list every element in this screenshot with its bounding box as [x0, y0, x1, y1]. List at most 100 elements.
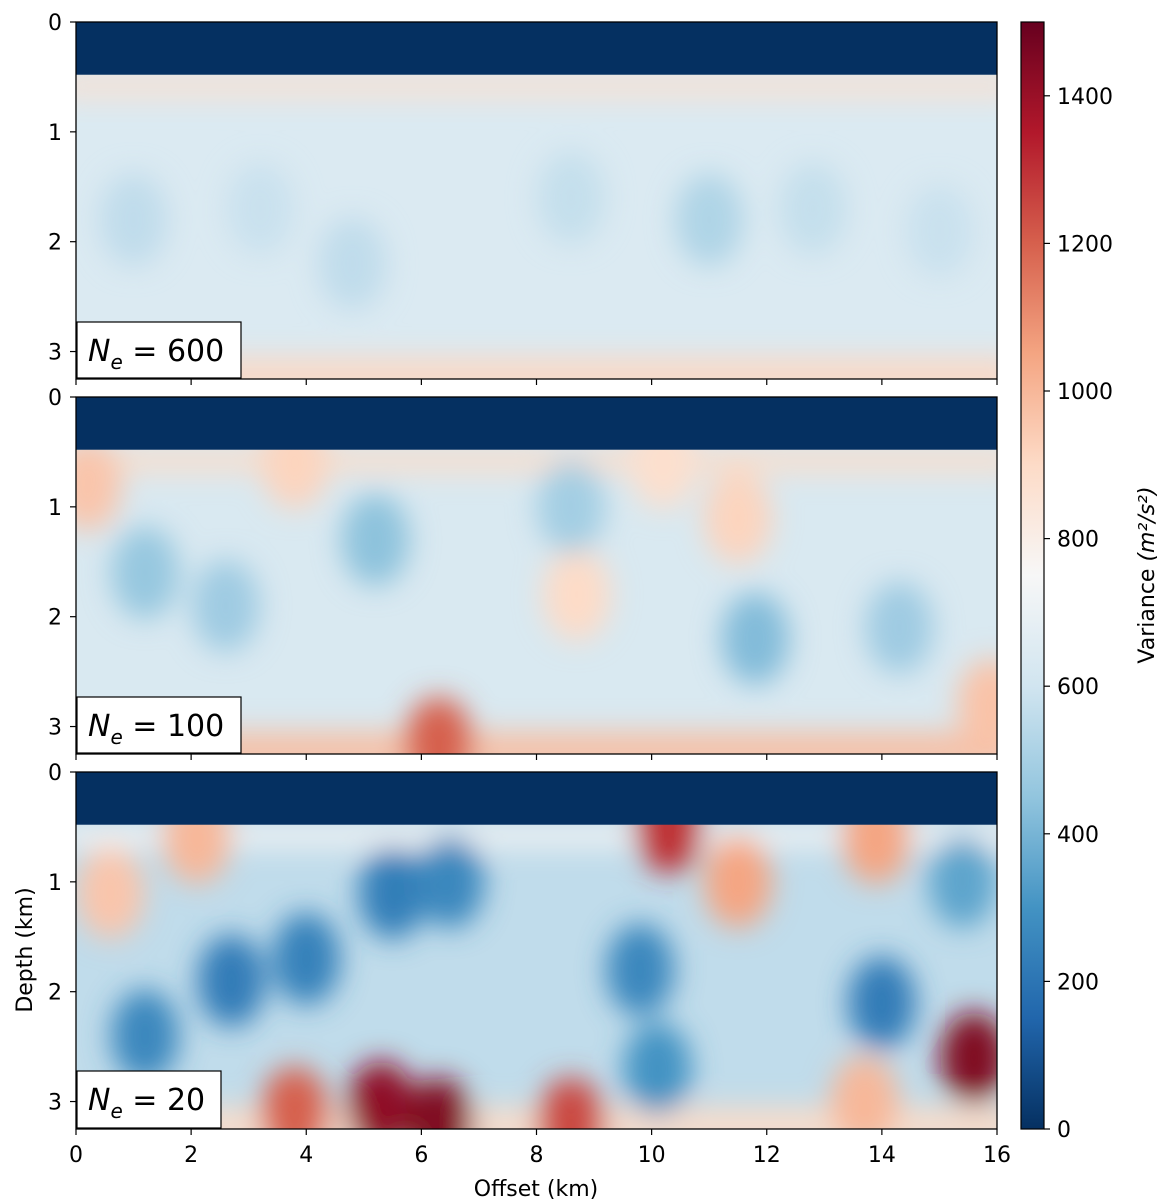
- colorbar-tick-label: 600: [1057, 675, 1099, 700]
- label-symbol: N: [88, 709, 110, 744]
- variance-anomaly: [957, 658, 997, 751]
- x-tick-label: 10: [638, 1143, 666, 1168]
- ensemble-label: Ne = 100: [88, 709, 224, 749]
- variance-anomaly: [606, 923, 675, 1016]
- variance-anomaly: [358, 846, 427, 939]
- heatmap-field-ne-600: [76, 22, 997, 379]
- y-tick-label: 3: [48, 341, 62, 366]
- variance-anomaly: [703, 835, 772, 928]
- variance-anomaly: [260, 1066, 329, 1129]
- y-tick-label: 2: [48, 981, 62, 1006]
- heatmap-field-ne-100: [76, 397, 997, 754]
- variance-anomaly: [416, 835, 485, 928]
- colorbar-tick-label: 400: [1057, 823, 1099, 848]
- ensemble-label-box: Ne = 600: [76, 321, 242, 379]
- y-tick-label: 0: [48, 11, 62, 36]
- y-tick-label: 2: [48, 606, 62, 631]
- colorbar-label: Variance (m²/s²): [1135, 486, 1160, 663]
- x-tick-label: 16: [983, 1143, 1011, 1168]
- label-symbol: N: [88, 334, 110, 369]
- variance-anomalies: [76, 74, 997, 379]
- heatmap-field-ne-20: [76, 772, 997, 1129]
- variance-anomaly: [404, 697, 473, 754]
- variance-anomaly: [99, 173, 168, 266]
- variance-anomaly: [928, 835, 997, 928]
- variance-anomaly: [703, 471, 772, 564]
- y-tick-label: 1: [48, 871, 62, 896]
- water-layer: [76, 397, 997, 450]
- label-box-bg: [76, 321, 242, 379]
- ensemble-label-box: Ne = 20: [76, 1070, 222, 1129]
- y-axis-label: Depth (km): [13, 887, 38, 1012]
- label-value: = 600: [123, 334, 224, 369]
- ensemble-label-box: Ne = 100: [76, 696, 242, 754]
- variance-anomaly: [537, 151, 606, 244]
- water-layer: [76, 772, 997, 825]
- y-axis-ticks: 0 1 2 3: [48, 761, 76, 1116]
- x-tick-label: 6: [414, 1143, 428, 1168]
- label-symbol: N: [88, 1083, 110, 1118]
- variance-anomaly: [76, 438, 122, 531]
- y-tick-label: 1: [48, 496, 62, 521]
- ensemble-label: Ne = 20: [88, 1083, 205, 1123]
- label-subscript: e: [110, 350, 122, 374]
- x-axis-ticks: [75, 754, 998, 760]
- variance-anomaly: [537, 460, 606, 553]
- variance-anomaly: [847, 956, 916, 1049]
- variance-anomaly: [675, 173, 744, 266]
- deep-variance-band: [76, 732, 997, 754]
- label-value: = 20: [123, 1083, 205, 1118]
- deep-variance-band: [76, 357, 997, 379]
- label-subscript: e: [110, 725, 122, 749]
- label-value: = 100: [123, 709, 224, 744]
- variance-anomaly: [623, 1022, 692, 1115]
- shallow-variance-band: [76, 449, 997, 472]
- y-tick-label: 2: [48, 231, 62, 256]
- y-tick-label: 0: [48, 761, 62, 786]
- variance-anomaly: [341, 493, 410, 586]
- variance-anomaly: [76, 846, 145, 939]
- y-tick-label: 0: [48, 386, 62, 411]
- water-layer: [76, 22, 997, 75]
- y-axis-ticks: 0 1 2 3: [48, 386, 76, 741]
- variance-anomaly: [197, 934, 266, 1027]
- colorbar-gradient: [1020, 21, 1045, 1130]
- colorbar-tick-label: 1000: [1057, 380, 1113, 405]
- variance-anomaly: [939, 1011, 997, 1104]
- colorbar-tick-label: 1400: [1057, 85, 1113, 110]
- colorbar-tick-label: 200: [1057, 970, 1099, 995]
- colorbar-unit: (m²/s²): [1135, 486, 1160, 561]
- variance-anomaly: [721, 592, 790, 685]
- label-subscript: e: [110, 1099, 122, 1123]
- panel-ne-100: 0 1 2 3 Ne = 100: [48, 386, 998, 760]
- x-tick-label: 8: [530, 1143, 544, 1168]
- variance-anomaly: [778, 162, 847, 255]
- label-box-bg: [76, 696, 242, 754]
- y-tick-label: 1: [48, 121, 62, 146]
- x-axis-label: Offset (km): [474, 1177, 598, 1202]
- y-tick-label: 3: [48, 1091, 62, 1116]
- x-tick-labels: 0 2 4 6 8 10 12 14 16: [69, 1143, 1011, 1168]
- x-tick-label: 14: [868, 1143, 896, 1168]
- colorbar-tick-label: 1200: [1057, 232, 1113, 257]
- colorbar-tick-label: 0: [1057, 1118, 1071, 1143]
- panel-ne-600: 0 1 2 3 Ne = 600: [48, 11, 998, 385]
- colorbar-ticks: 0 200 400 600 800 1000 1200 1400: [1044, 85, 1113, 1143]
- ensemble-label: Ne = 600: [88, 334, 224, 374]
- colorbar-tick-label: 800: [1057, 528, 1099, 553]
- variance-anomaly: [318, 217, 387, 310]
- shallow-variance-band: [76, 74, 997, 97]
- y-axis-ticks: 0 1 2 3: [48, 11, 76, 366]
- variance-anomaly: [905, 184, 974, 277]
- variance-anomaly: [347, 1061, 416, 1129]
- x-tick-label: 12: [753, 1143, 781, 1168]
- variance-anomaly: [404, 1077, 473, 1129]
- variance-anomaly: [111, 989, 180, 1082]
- colorbar: 0 200 400 600 800 1000 1200 1400 Variance (m²/s…: [1020, 21, 1160, 1143]
- variance-anomaly: [542, 548, 611, 641]
- colorbar-label-text: Variance: [1135, 569, 1160, 664]
- y-tick-label: 3: [48, 716, 62, 741]
- variance-anomaly: [191, 559, 260, 652]
- variance-anomalies: [76, 780, 997, 1129]
